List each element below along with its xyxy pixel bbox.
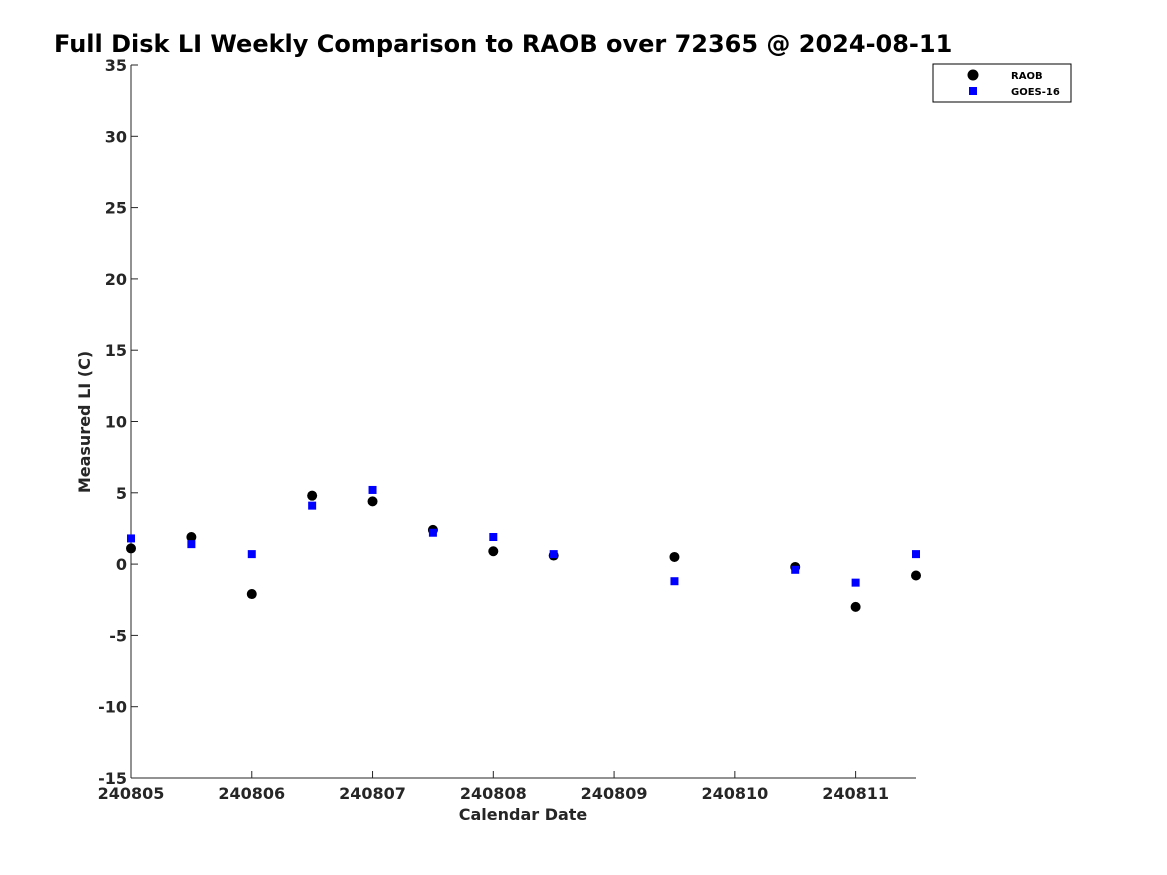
point-raob — [367, 496, 378, 507]
point-goes16 — [127, 534, 135, 543]
y-tick-label: 20 — [105, 270, 127, 289]
point-raob — [911, 570, 921, 581]
point-raob — [488, 546, 499, 557]
data-marks — [126, 485, 921, 612]
legend-marker-raob — [967, 69, 979, 81]
point-goes16 — [912, 550, 920, 559]
chart-title: Full Disk LI Weekly Comparison to RAOB o… — [54, 30, 952, 58]
x-tick-label: 240811 — [822, 784, 889, 803]
point-goes16 — [670, 577, 679, 586]
y-tick-label: 15 — [105, 341, 127, 360]
legend: RAOB GOES-16 — [932, 63, 1072, 103]
point-raob — [850, 601, 861, 612]
y-tick-label: -5 — [109, 626, 127, 645]
point-raob — [186, 532, 197, 543]
x-tick-label: 240808 — [460, 784, 527, 803]
point-goes16 — [791, 565, 800, 574]
legend-box — [932, 63, 1072, 103]
x-tick-label: 240805 — [98, 784, 165, 803]
y-tick-label: 10 — [105, 413, 127, 432]
point-raob — [126, 543, 136, 554]
point-goes16 — [851, 578, 860, 587]
y-tick-label: 30 — [105, 127, 127, 146]
x-tick-label: 240809 — [581, 784, 648, 803]
x-tick-label: 240810 — [701, 784, 768, 803]
legend-marker-goes16 — [969, 87, 977, 95]
y-tick-label: -15 — [98, 769, 127, 788]
y-tick-label: 25 — [105, 199, 127, 218]
legend-label-raob: RAOB — [1011, 71, 1043, 82]
y-axis-label: Measured LI (C) — [75, 351, 94, 493]
point-goes16 — [368, 485, 377, 494]
y-tick-label: 0 — [116, 555, 127, 574]
point-goes16 — [308, 501, 317, 510]
x-tick-label: 240806 — [218, 784, 285, 803]
point-goes16 — [247, 550, 256, 559]
point-goes16 — [428, 528, 437, 537]
point-goes16 — [549, 550, 558, 559]
point-raob — [246, 589, 257, 600]
axes: -15 -10 -5 0 5 10 15 20 25 30 35 240805 240806 240807… — [98, 56, 916, 803]
x-tick-label: 240807 — [339, 784, 406, 803]
y-tick-label: 5 — [116, 484, 127, 503]
x-axis-label: Calendar Date — [459, 805, 588, 824]
point-goes16 — [489, 533, 498, 542]
y-tick-label: -10 — [98, 698, 127, 717]
point-goes16 — [187, 540, 196, 549]
point-raob — [307, 490, 318, 501]
point-raob — [669, 551, 680, 562]
y-tick-label: 35 — [105, 56, 127, 75]
legend-label-goes16: GOES-16 — [1011, 87, 1060, 98]
